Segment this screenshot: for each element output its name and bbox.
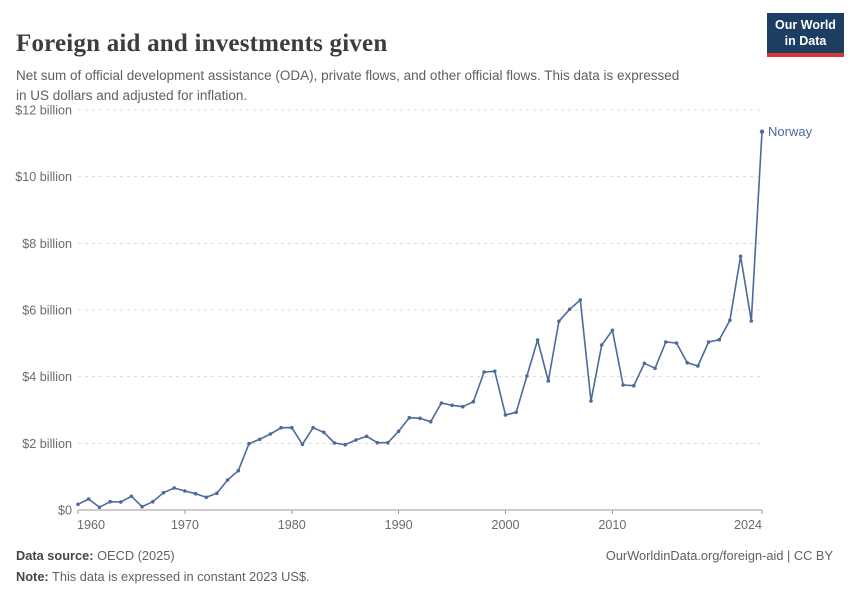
y-tick-label: $4 billion bbox=[22, 370, 72, 384]
page-title: Foreign aid and investments given bbox=[16, 29, 388, 57]
y-tick-label: $12 billion bbox=[15, 104, 72, 118]
data-point[interactable] bbox=[578, 298, 583, 302]
owid-logo[interactable]: Our World in Data bbox=[767, 13, 844, 58]
x-tick-label: 2010 bbox=[598, 518, 626, 532]
x-tick-label: 2024 bbox=[734, 518, 762, 532]
data-point[interactable] bbox=[599, 343, 604, 347]
data-point[interactable] bbox=[140, 504, 144, 509]
data-point[interactable] bbox=[642, 361, 647, 366]
data-point[interactable] bbox=[204, 495, 209, 500]
data-point[interactable] bbox=[172, 486, 176, 490]
data-point[interactable] bbox=[129, 494, 134, 499]
data-point[interactable] bbox=[696, 364, 700, 368]
x-tick-label: 1970 bbox=[171, 518, 199, 532]
data-point[interactable] bbox=[632, 383, 636, 388]
data-point[interactable] bbox=[728, 318, 732, 323]
data-point[interactable] bbox=[396, 429, 401, 434]
data-point[interactable] bbox=[525, 374, 529, 378]
data-point[interactable] bbox=[685, 360, 689, 365]
data-point[interactable] bbox=[225, 478, 230, 482]
data-point[interactable] bbox=[557, 319, 561, 324]
owid-cc-link[interactable]: OurWorldinData.org/foreign-aid | CC BY bbox=[605, 548, 833, 563]
data-point[interactable] bbox=[514, 410, 518, 415]
x-tick-label: 1990 bbox=[385, 518, 413, 532]
data-point[interactable] bbox=[450, 403, 454, 408]
data-point[interactable] bbox=[567, 307, 572, 312]
chart-subtitle-line1: Net sum of official development assistan… bbox=[16, 67, 680, 83]
chart-canvas[interactable]: $0 $2 billion $4 billion $6 billion $8 billi… bbox=[0, 100, 850, 545]
x-tick-label: 1960 bbox=[77, 518, 105, 532]
data-point[interactable] bbox=[461, 404, 465, 409]
data-point[interactable] bbox=[268, 432, 273, 436]
data-point[interactable] bbox=[759, 129, 765, 134]
data-point[interactable] bbox=[322, 430, 326, 435]
data-point[interactable] bbox=[664, 340, 668, 344]
y-tick-label: $6 billion bbox=[22, 304, 72, 318]
data-point[interactable] bbox=[439, 401, 444, 405]
data-point[interactable] bbox=[108, 499, 112, 504]
chart-subtitle-line2: in US dollars and adjusted for inflation… bbox=[16, 88, 248, 104]
note-value: This data is expressed in constant 2023 … bbox=[48, 569, 310, 584]
note-line: Note: This data is expressed in constant… bbox=[16, 569, 310, 584]
data-point[interactable] bbox=[653, 366, 657, 371]
x-tick-label: 2000 bbox=[491, 518, 519, 532]
data-point[interactable] bbox=[119, 500, 123, 504]
data-point[interactable] bbox=[493, 369, 497, 374]
data-point[interactable] bbox=[621, 383, 625, 387]
data-point[interactable] bbox=[257, 437, 262, 442]
data-point[interactable] bbox=[428, 419, 433, 424]
data-point[interactable] bbox=[738, 254, 743, 259]
data-source-value: OECD (2025) bbox=[93, 548, 175, 563]
note-label: Note: bbox=[16, 569, 49, 584]
data-point[interactable] bbox=[86, 497, 91, 501]
data-point[interactable] bbox=[546, 379, 551, 383]
data-point[interactable] bbox=[193, 491, 198, 496]
data-point[interactable] bbox=[589, 399, 593, 403]
data-point[interactable] bbox=[535, 338, 540, 342]
chart-subtitle: Net sum of official development assistan… bbox=[16, 66, 776, 107]
data-point[interactable] bbox=[247, 441, 251, 446]
data-point[interactable] bbox=[354, 438, 358, 442]
data-point[interactable] bbox=[279, 425, 283, 430]
data-point[interactable] bbox=[749, 319, 754, 323]
data-point[interactable] bbox=[343, 442, 348, 447]
data-point[interactable] bbox=[161, 490, 166, 495]
y-tick-label: $2 billion bbox=[22, 437, 72, 451]
data-point[interactable] bbox=[76, 502, 80, 507]
data-point[interactable] bbox=[332, 441, 337, 445]
series-end-label[interactable]: Norway bbox=[768, 124, 813, 139]
data-point[interactable] bbox=[706, 340, 711, 344]
data-point[interactable] bbox=[482, 370, 486, 374]
data-point[interactable] bbox=[364, 434, 369, 439]
owid-logo-line2: in Data bbox=[784, 33, 827, 48]
data-point[interactable] bbox=[407, 415, 412, 420]
data-point[interactable] bbox=[97, 505, 102, 510]
x-tick-label: 1980 bbox=[278, 518, 306, 532]
owid-logo-line1: Our World bbox=[775, 18, 836, 32]
data-point[interactable] bbox=[674, 341, 679, 345]
y-tick-label: $8 billion bbox=[22, 237, 72, 251]
data-source-label: Data source: bbox=[16, 548, 94, 563]
data-point[interactable] bbox=[300, 442, 305, 447]
data-point[interactable] bbox=[183, 489, 187, 493]
data-point[interactable] bbox=[151, 499, 155, 504]
data-point[interactable] bbox=[311, 425, 315, 430]
data-point[interactable] bbox=[290, 425, 294, 430]
data-point[interactable] bbox=[386, 440, 390, 445]
data-point[interactable] bbox=[375, 440, 380, 445]
data-point[interactable] bbox=[236, 468, 241, 473]
data-point[interactable] bbox=[471, 399, 476, 404]
data-point[interactable] bbox=[610, 328, 615, 333]
y-tick-label: $0 bbox=[58, 504, 72, 518]
data-point[interactable] bbox=[418, 416, 422, 421]
data-line[interactable] bbox=[77, 130, 763, 509]
data-source-line: Data source: OECD (2025) bbox=[16, 548, 175, 563]
data-point[interactable] bbox=[717, 337, 722, 342]
data-point[interactable] bbox=[215, 491, 219, 496]
data-point[interactable] bbox=[503, 413, 508, 417]
y-tick-label: $10 billion bbox=[15, 170, 72, 184]
